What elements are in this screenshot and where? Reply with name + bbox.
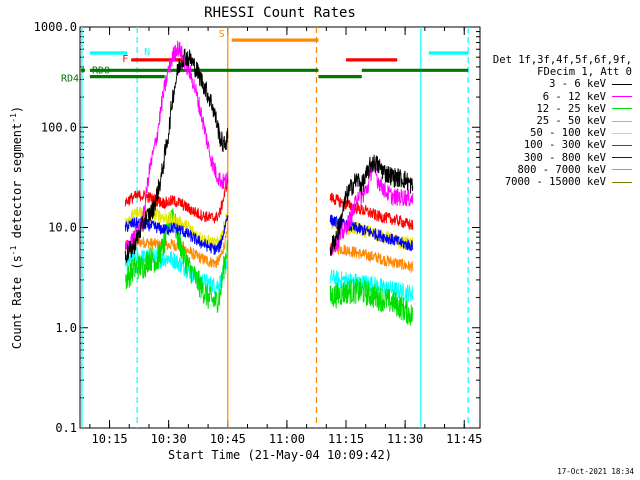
state-label-rd4: RD4 [61,74,79,85]
series-line-0-seg-0 [124,48,229,263]
y-tick-label: 1.0 [55,321,77,335]
legend-label: 3 - 6 keV [549,78,606,91]
legend-label: 25 - 50 keV [536,115,606,128]
legend-entry: 25 - 50 keV [480,115,632,127]
legend-swatch [612,108,632,110]
legend-swatch [612,157,632,159]
chart-title: RHESSI Count Rates [204,5,356,21]
legend-label: 6 - 12 keV [542,90,606,103]
legend-swatch [612,169,632,171]
series-line-6-seg-1 [329,214,414,252]
legend-label: 7000 - 15000 keV [504,176,606,189]
y-tick-label: 1000.0 [34,20,77,34]
x-tick-label: 10:15 [91,432,127,446]
series-line-4-seg-0 [124,206,229,251]
state-label-f: F [122,54,128,65]
series-line-5-seg-0 [124,175,229,224]
legend-swatch [612,181,632,183]
legend-label: 50 - 100 keV [530,127,606,140]
x-tick-label: 11:30 [387,432,423,446]
legend-swatch [612,84,632,85]
legend-entry: 3 - 6 keV [480,78,632,90]
legend-entry: 50 - 100 keV [480,127,632,139]
state-label-n: N [144,47,150,58]
series-line-0-seg-1 [329,154,414,256]
state-label-rd0: RD0 [92,65,110,76]
legend-swatch [612,132,632,134]
x-tick-label: 10:30 [151,432,187,446]
y-tick-label: 10.0 [48,221,77,235]
legend-entry: 12 - 25 keV [480,103,632,115]
legend: Det 1f,3f,4f,5f,6f,9f, FDecim 1, Att 0 3… [480,54,632,188]
series-line-1-seg-0 [124,40,229,255]
series-line-3-seg-1 [329,269,414,302]
series-line-7-seg-1 [329,241,414,273]
legend-swatch [612,120,632,122]
timestamp: 17-Oct-2021 18:34 [557,467,634,476]
x-axis-label: Start Time (21-May-04 10:09:42) [168,448,392,462]
series-line-2-seg-1 [329,278,414,326]
series-line-7-seg-0 [124,227,229,269]
legend-entry: 800 - 7000 keV [480,164,632,176]
x-tick-label: 11:00 [269,432,305,446]
legend-header-line-1: Det 1f,3f,4f,5f,6f,9f, [492,54,632,66]
x-tick-label: 11:15 [328,432,364,446]
legend-header-line-2: FDecim 1, Att 0 [537,66,632,79]
y-axis-label: Count Rate (s-1 detector segment-1) [9,106,24,349]
state-label-s: S [219,29,225,40]
legend-label: 800 - 7000 keV [517,163,606,176]
legend-swatch [612,96,632,98]
legend-label: 300 - 800 keV [523,151,606,164]
legend-entry: 6 - 12 keV [480,91,632,103]
x-tick-label: 11:45 [446,432,482,446]
legend-label: 12 - 25 keV [536,102,606,115]
legend-label: 100 - 300 keV [523,139,606,152]
rd0-marker [80,68,86,73]
legend-entry: 300 - 800 keV [480,152,632,164]
y-tick-label: 100.0 [41,120,77,134]
legend-swatch [612,145,632,147]
legend-entry: 100 - 300 keV [480,139,632,151]
legend-entry: 7000 - 15000 keV [480,176,632,188]
x-tick-label: 10:45 [210,432,246,446]
y-tick-label: 0.1 [55,421,77,435]
